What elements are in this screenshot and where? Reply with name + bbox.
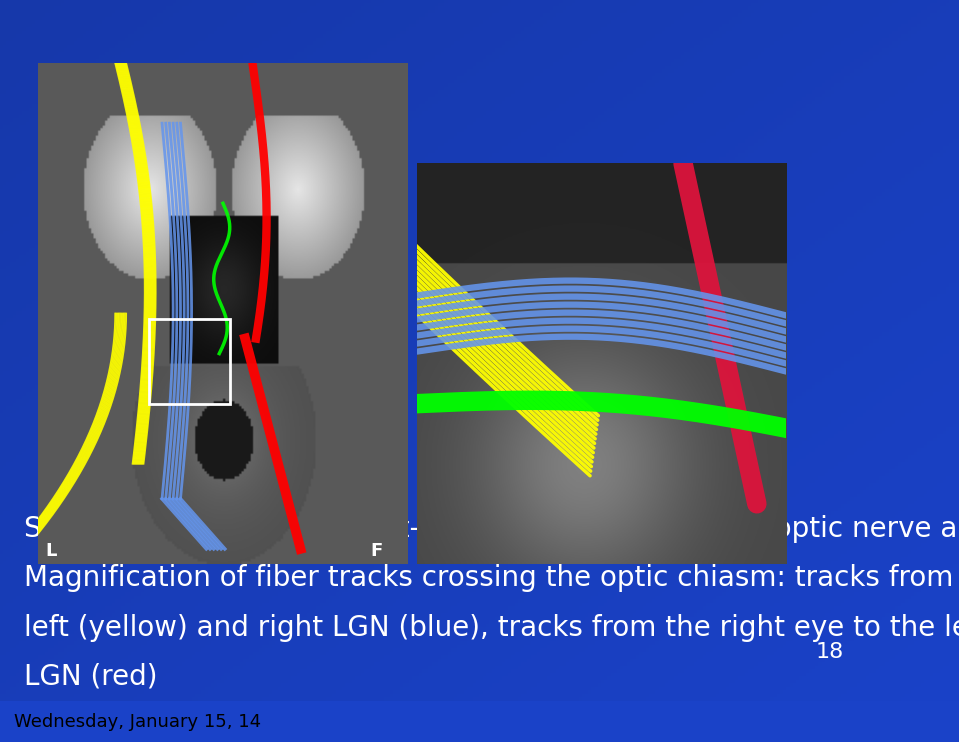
Bar [150,318,230,404]
Text: F: F [370,542,383,560]
Text: 18: 18 [815,642,844,662]
Text: L: L [46,542,58,560]
Text: LGN (red): LGN (red) [24,663,157,691]
Text: Magnification of fiber tracks crossing the optic chiasm: tracks from the left ey: Magnification of fiber tracks crossing t… [24,565,959,592]
Text: Wednesday, January 15, 14: Wednesday, January 15, 14 [14,712,262,731]
Text: Separation of right- and left-hemispheric fibers in the optic nerve and optic tr: Separation of right- and left-hemispheri… [24,516,959,543]
Text: left (yellow) and right LGN (blue), tracks from the right eye to the left (green: left (yellow) and right LGN (blue), trac… [24,614,959,642]
